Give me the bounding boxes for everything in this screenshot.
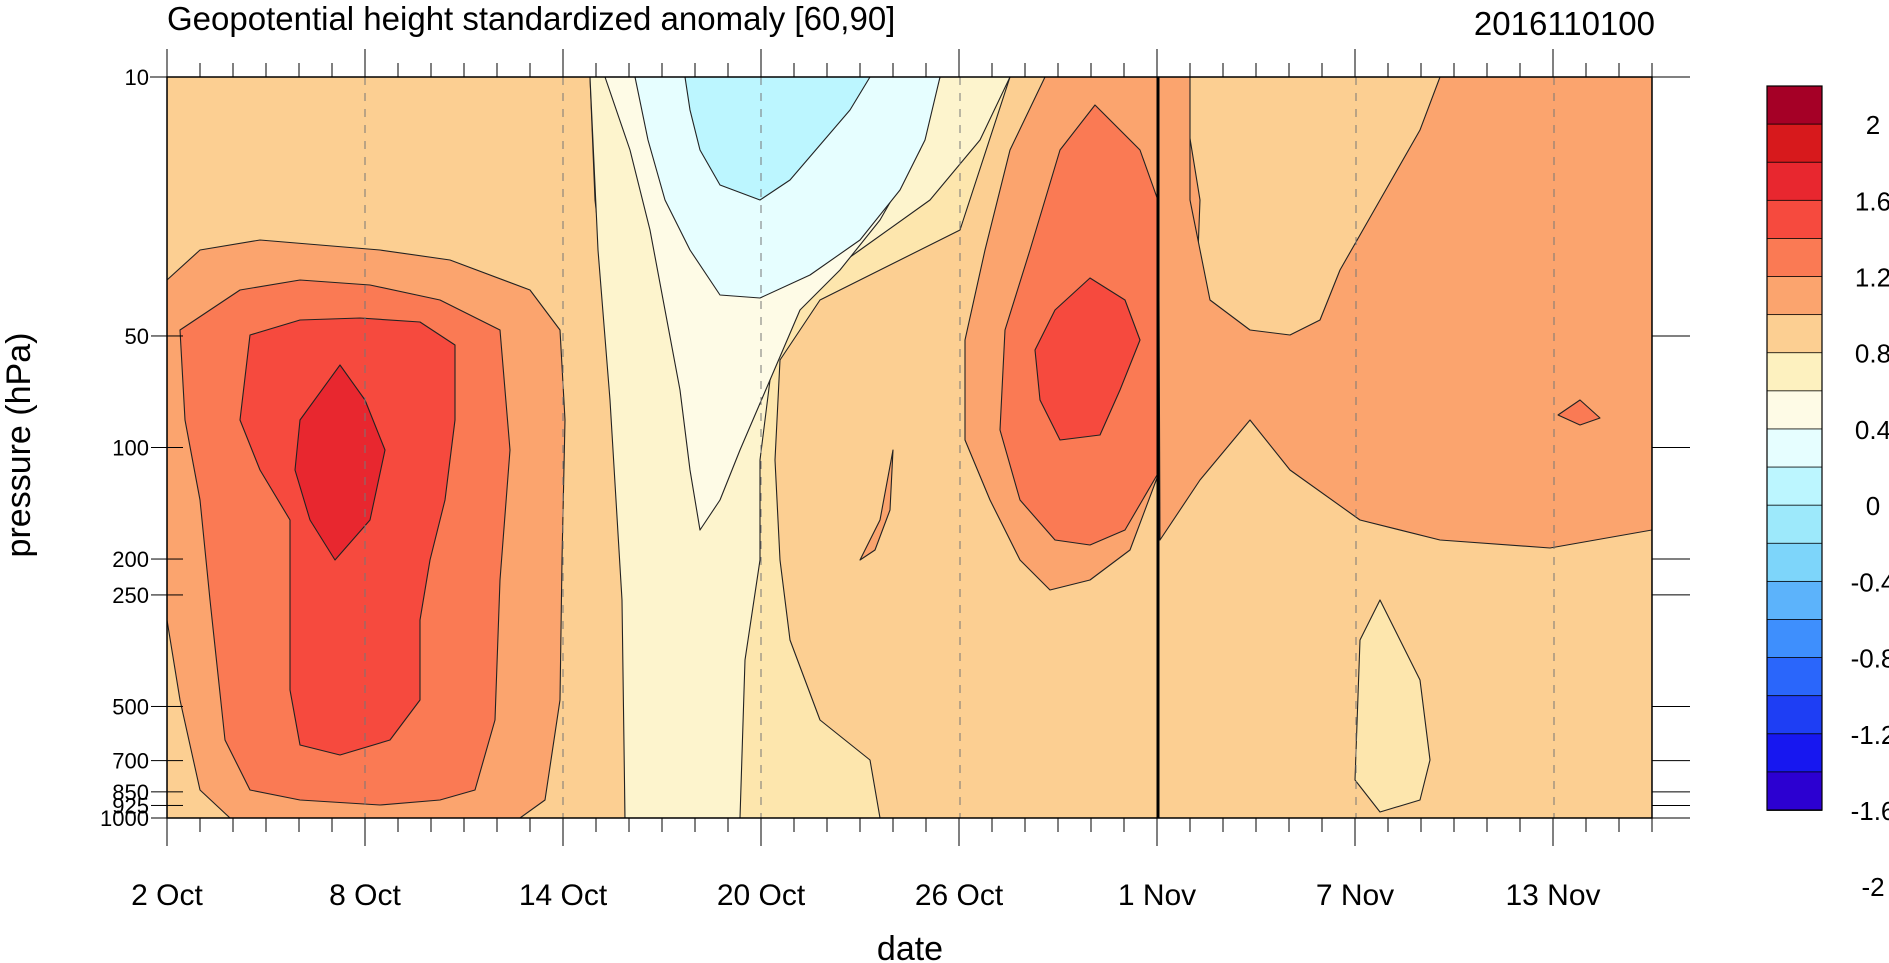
colorbar-swatch	[1766, 619, 1823, 659]
colorbar-swatch	[1766, 390, 1823, 430]
colorbar-swatch	[1766, 733, 1823, 773]
colorbar-label: 0.4	[1855, 415, 1889, 445]
colorbar-swatch	[1766, 695, 1823, 735]
contour-band-1.4-1.6-left	[294, 364, 386, 561]
y-tick-label: 500	[112, 694, 149, 719]
colorbar-swatch	[1766, 238, 1823, 278]
colorbar-swatch	[1766, 123, 1823, 164]
colorbar-swatch	[1766, 466, 1823, 507]
colorbar-swatch	[1766, 542, 1823, 583]
colorbar-swatch	[1766, 199, 1823, 240]
date-gridlines	[364, 77, 1555, 818]
y-tick-label: 200	[112, 547, 149, 572]
y-tick-label: 250	[112, 583, 149, 608]
colorbar-swatch	[1766, 428, 1823, 468]
y-tick-label: 850	[112, 780, 149, 805]
colorbar-label: 1.2	[1855, 263, 1889, 293]
colorbar-frame	[1766, 85, 1823, 811]
y-tick-label: 10	[125, 65, 149, 90]
x-tick-label: 13 Nov	[1505, 879, 1600, 912]
colorbar-label: 0	[1866, 491, 1880, 521]
colorbar-label: -0.4	[1851, 567, 1889, 597]
colorbar-label: -1.6	[1851, 796, 1889, 826]
y-tick-label: 1000	[100, 806, 149, 831]
y-tick-label: 100	[112, 436, 149, 461]
colorbar-swatch	[1766, 352, 1823, 392]
colorbar-swatch	[1766, 276, 1823, 316]
x-axis-label: date	[877, 930, 943, 963]
colorbar-swatch	[1766, 314, 1823, 354]
colorbar-label: -1.2	[1851, 720, 1889, 750]
x-tick-label: 20 Oct	[717, 879, 806, 912]
colorbar-label: 2	[1866, 110, 1880, 140]
x-tick-label: 26 Oct	[915, 879, 1004, 912]
x-tick-label: 14 Oct	[519, 879, 608, 912]
colorbar-swatch	[1766, 580, 1823, 621]
contour-band-1.2-1.4-center	[1034, 277, 1141, 441]
y-tick-label: 700	[112, 749, 149, 774]
contour-lower-right-patch	[1354, 599, 1431, 813]
colorbar-label: 0.8	[1855, 339, 1889, 369]
contour-band-0.8-1.0-right	[1157, 77, 1652, 549]
x-tick-label: 8 Oct	[329, 879, 401, 912]
colorbar-swatch	[1766, 85, 1823, 126]
colorbar-swatch	[1766, 657, 1823, 697]
x-tick-label: 7 Nov	[1316, 879, 1394, 912]
colorbar-swatch	[1766, 771, 1823, 811]
colorbar: 2 1.6 1.2 0.8 0.4 0 -0.4 -0.8 -1.2 -1.6 -2	[1766, 85, 1889, 902]
x-tick-label: 1 Nov	[1118, 879, 1196, 912]
contour-band-1.0-1.2-right	[1557, 399, 1601, 426]
y-tick-label: 925	[112, 793, 149, 818]
y-tick-label: 50	[125, 324, 149, 349]
colorbar-swatch	[1766, 504, 1823, 545]
contour-band-neg-0.4	[684, 77, 871, 201]
x-tick-label: 2 Oct	[131, 879, 203, 912]
y-axis-label: pressure (hPa)	[0, 333, 38, 558]
chart-title: Geopotential height standardized anomaly…	[167, 0, 895, 37]
chart-subtitle: 2016110100	[1474, 5, 1655, 42]
colorbar-label: -0.8	[1851, 644, 1889, 674]
plot-area	[150, 76, 1690, 819]
contour-small-patch	[859, 449, 894, 561]
colorbar-swatch	[1766, 161, 1823, 202]
colorbar-label: -2	[1861, 872, 1884, 902]
x-axis: 2 Oct 8 Oct 14 Oct 20 Oct 26 Oct 1 Nov 7 Nov 13…	[131, 49, 1653, 912]
colorbar-label: 1.6	[1855, 186, 1889, 216]
